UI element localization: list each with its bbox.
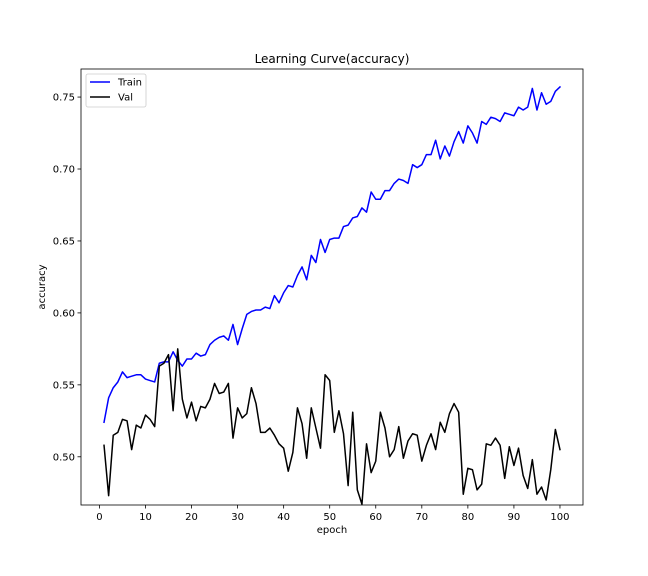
x-axis-label: epoch [317,525,347,536]
y-axis-label: accuracy [37,264,48,309]
plot-area [81,69,583,505]
x-tick-label: 0 [96,512,102,523]
legend: Train Val [85,73,147,108]
legend-label-val: Val [118,93,133,104]
y-tick-label: 0.60 [53,308,75,319]
y-axis: 0.50 0.55 0.60 0.65 0.70 0.75 [53,93,81,463]
y-tick-label: 0.75 [53,93,75,104]
x-axis: 0 10 20 30 40 50 60 70 80 90 100 [96,505,570,523]
legend-label-train: Train [117,78,142,89]
y-tick-label: 0.55 [53,380,75,391]
y-tick-label: 0.70 [53,165,75,176]
plot-frame [80,68,584,506]
chart-title: Learning Curve(accuracy) [255,52,410,66]
x-tick-label: 80 [461,512,474,523]
y-tick-label: 0.50 [53,452,75,463]
x-tick-label: 20 [185,512,198,523]
x-tick-label: 10 [139,512,152,523]
x-tick-label: 50 [323,512,336,523]
x-tick-label: 90 [508,512,521,523]
y-tick-label: 0.65 [53,236,75,247]
x-tick-label: 70 [415,512,428,523]
x-tick-label: 100 [550,512,569,523]
x-tick-label: 40 [277,512,290,523]
series-line-train [103,85,562,424]
x-tick-label: 60 [369,512,382,523]
series-layer [103,85,562,506]
x-tick-label: 30 [231,512,244,523]
series-line-val [103,348,561,506]
